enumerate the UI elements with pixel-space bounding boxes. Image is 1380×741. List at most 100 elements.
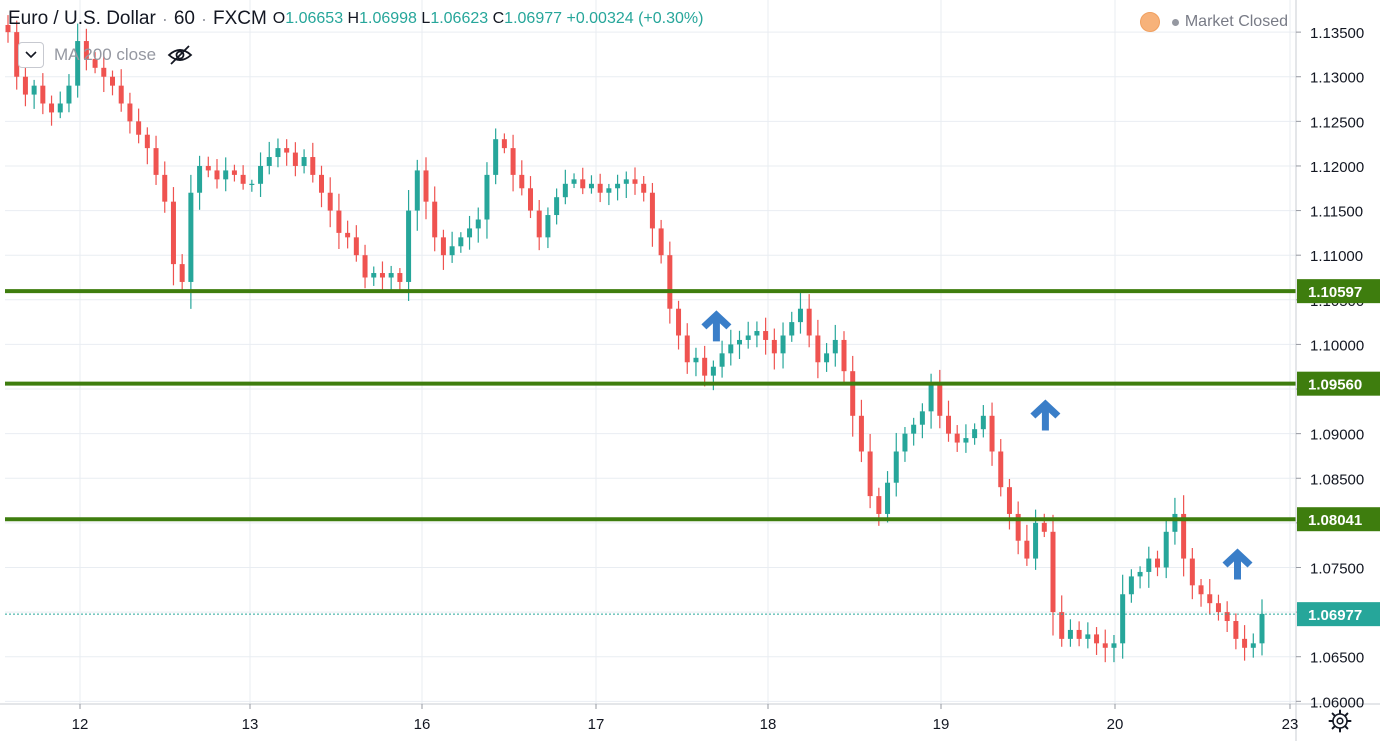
hidden-eye-icon[interactable] [166, 43, 194, 67]
candle-body [1250, 643, 1256, 648]
candle-body [1137, 571, 1143, 577]
time-axis[interactable]: 12 13 16 17 18 19 20 23 [72, 704, 1299, 733]
candle-body [771, 339, 777, 354]
candle-body [240, 174, 246, 184]
symbol-name[interactable]: Euro / U.S. Dollar [8, 8, 156, 29]
market-status-text: Market Closed [1184, 13, 1288, 30]
candle-body [710, 366, 716, 376]
candle-body [1024, 540, 1030, 559]
gear-icon[interactable] [1328, 709, 1352, 733]
time-tick-label: 23 [1282, 716, 1299, 733]
candle-body [963, 438, 969, 443]
high-value: 1.06998 [359, 10, 417, 27]
candle-body [319, 174, 324, 193]
candle-body [554, 197, 560, 216]
candle-body [110, 76, 115, 86]
candle-body [850, 371, 856, 416]
annotation-arrows [701, 310, 1253, 580]
candle-body [101, 67, 107, 77]
candle-body [841, 339, 847, 372]
candle-body [623, 179, 629, 184]
time-tick-label: 20 [1107, 716, 1124, 733]
candle-body [57, 103, 63, 113]
candles-layer [5, 15, 1265, 663]
candle-body [179, 264, 185, 282]
candle-body [536, 210, 542, 238]
candle-body [1224, 612, 1230, 622]
chart-grid [5, 0, 1296, 704]
candle-body [937, 384, 943, 416]
candle-body [301, 157, 307, 166]
candle-body [362, 255, 368, 278]
candle-body [249, 183, 255, 186]
candle-body [745, 335, 751, 340]
candle-body [606, 188, 612, 193]
candle-body [676, 308, 682, 336]
candle-body [911, 424, 917, 434]
candle-body [136, 121, 142, 135]
price-tick-label: 1.10000 [1310, 337, 1364, 354]
candle-body [353, 237, 359, 256]
candle-body [998, 451, 1004, 488]
candle-body [1146, 558, 1152, 572]
candle-body [789, 322, 795, 336]
candle-body [1207, 594, 1213, 604]
candle-body [406, 210, 412, 282]
candle-body [258, 165, 264, 184]
candle-body [571, 179, 577, 184]
candle-body [310, 157, 316, 175]
candle-body [1128, 576, 1134, 595]
legend-separator: · [161, 8, 168, 29]
candle-body [954, 433, 960, 443]
time-tick-label: 19 [933, 716, 950, 733]
candle-body [1015, 513, 1021, 541]
candle-body [266, 157, 272, 166]
candle-body [832, 339, 838, 354]
candle-body [641, 183, 647, 193]
close-value: 1.06977 [504, 10, 563, 27]
level-price-label: 1.09560 [1308, 377, 1362, 394]
time-tick-label: 12 [72, 716, 89, 733]
candle-body [22, 76, 28, 95]
up-arrow-icon [701, 310, 732, 342]
candle-body [197, 165, 203, 193]
candle-body [432, 201, 438, 238]
candle-body [867, 451, 873, 497]
collapse-legend-button[interactable] [18, 42, 44, 68]
candle-body [284, 148, 290, 153]
candle-body [49, 103, 55, 113]
candle-body [1041, 522, 1047, 532]
candle-body [728, 344, 734, 354]
candle-body [562, 183, 568, 198]
candle-body [379, 273, 385, 278]
candle-body [275, 148, 281, 158]
candle-body [824, 353, 830, 363]
time-tick-label: 17 [588, 716, 605, 733]
candle-body [1215, 603, 1221, 613]
candle-body [153, 148, 159, 175]
candle-body [423, 170, 429, 202]
chevron-down-icon [25, 51, 37, 59]
price-tick-label: 1.07500 [1310, 560, 1364, 577]
candle-body [144, 134, 150, 149]
interval-label[interactable]: 60 [173, 8, 195, 29]
candle-body [946, 415, 951, 434]
price-tick-label: 1.12000 [1310, 159, 1364, 176]
candle-body [14, 32, 20, 77]
candle-body [797, 308, 803, 323]
status-dot-icon [1171, 18, 1179, 26]
candle-body [1198, 585, 1204, 595]
price-tick-label: 1.06000 [1310, 694, 1364, 711]
market-status[interactable]: Market Closed [1139, 12, 1288, 32]
candle-body [1259, 613, 1265, 644]
time-tick-label: 18 [760, 716, 777, 733]
candle-body [162, 174, 168, 202]
up-arrow-icon [1030, 399, 1061, 431]
indicator-label[interactable]: MA 200 close [54, 45, 157, 64]
symbol-legend: Euro / U.S. Dollar · 60 · FXCM O1.06653 … [8, 8, 703, 30]
candle-body [336, 210, 342, 233]
candle-body [484, 174, 490, 220]
horizontal-levels[interactable] [5, 289, 1296, 615]
candle-body [5, 24, 11, 33]
